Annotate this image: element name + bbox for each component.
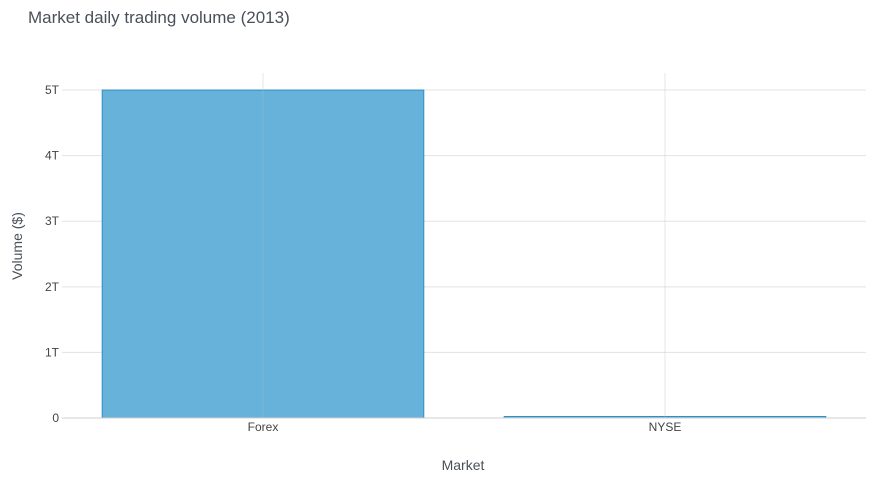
- bar-forex[interactable]: [101, 89, 425, 419]
- y-tick-label: 3T: [45, 214, 60, 228]
- x-axis-title: Market: [442, 457, 485, 473]
- y-axis-title: Volume ($): [9, 212, 25, 280]
- x-gridlines: [62, 73, 866, 419]
- chart-title: Market daily trading volume (2013): [28, 8, 290, 27]
- x-axis-ticks: Forex NYSE: [248, 420, 682, 434]
- x-tick-label: Forex: [248, 420, 279, 434]
- y-tick-label: 2T: [45, 280, 60, 294]
- x-tick-label: NYSE: [649, 420, 682, 434]
- y-tick-label: 4T: [45, 149, 60, 163]
- y-axis-ticks: 0 1T 2T 3T 4T 5T: [45, 83, 60, 425]
- y-tick-label: 0: [52, 411, 59, 425]
- y-tick-label: 5T: [45, 83, 60, 97]
- y-tick-label: 1T: [45, 345, 60, 359]
- bars: [101, 89, 827, 419]
